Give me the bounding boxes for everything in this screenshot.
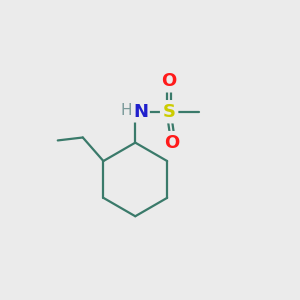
Text: H: H xyxy=(120,103,132,118)
Text: S: S xyxy=(163,103,176,121)
Text: O: O xyxy=(161,72,177,90)
Text: N: N xyxy=(133,103,148,121)
Text: O: O xyxy=(164,134,180,152)
